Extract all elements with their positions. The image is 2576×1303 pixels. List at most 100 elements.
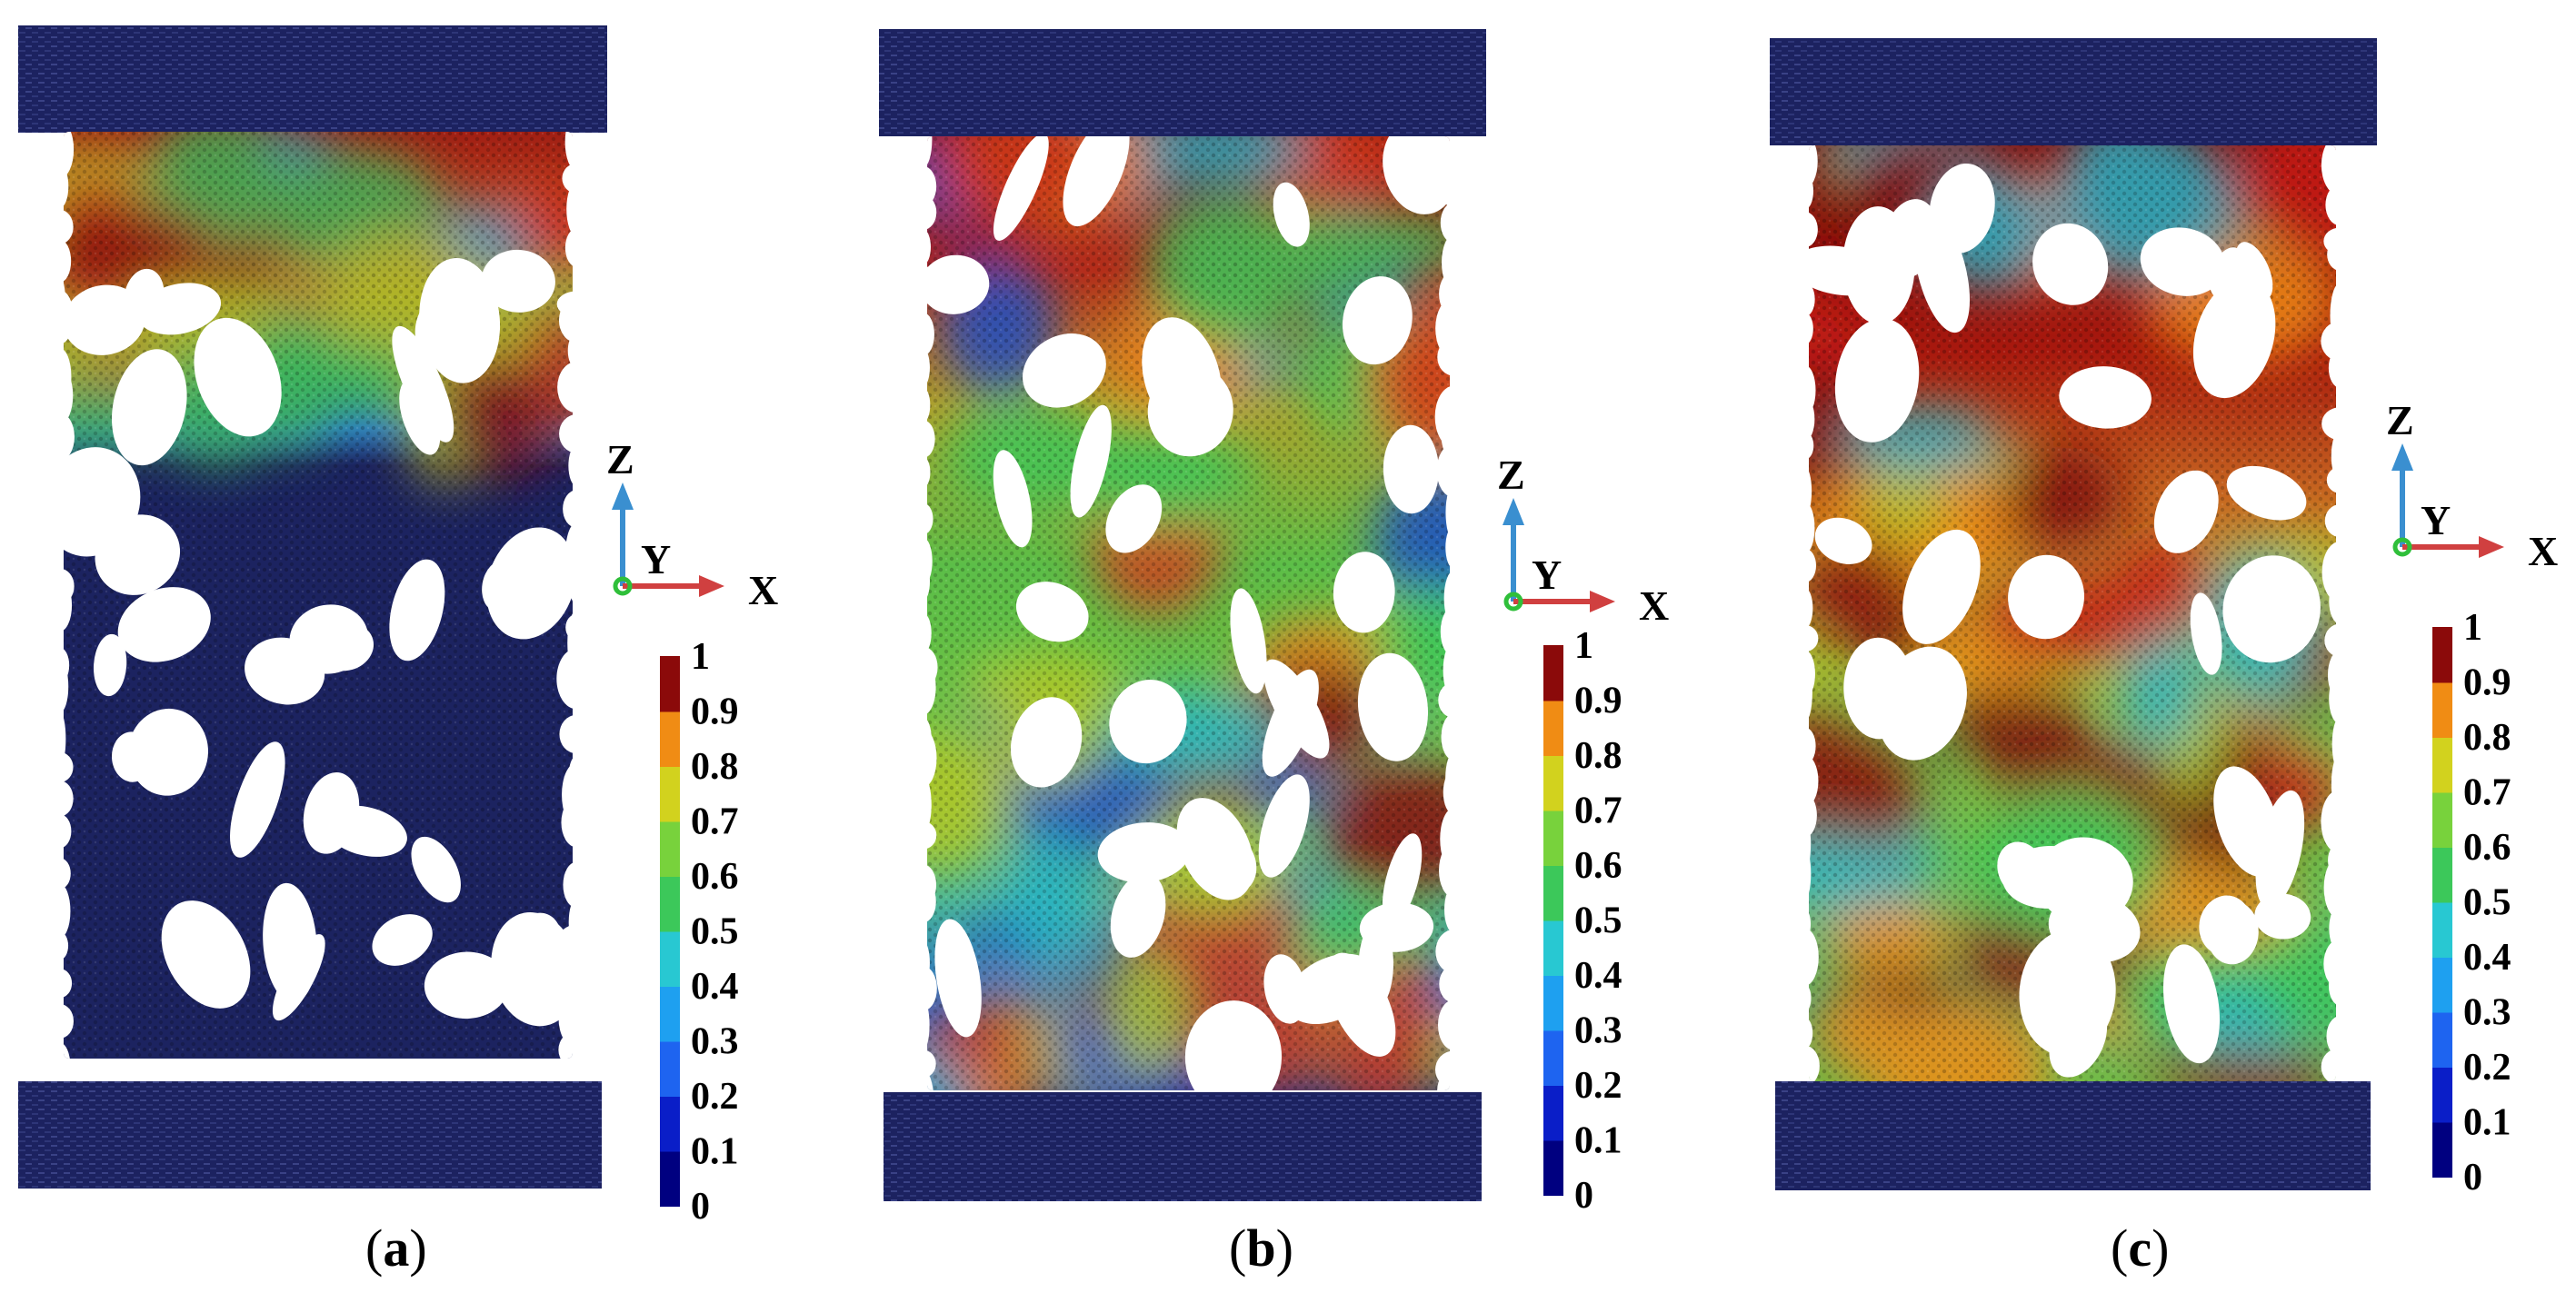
colorbar-seg-b-2 xyxy=(1543,1029,1563,1086)
colorbar-tick-b-9: 0.1 xyxy=(1574,1120,1622,1162)
specimen-c xyxy=(1809,145,2336,1081)
colorbar-seg-a-5 xyxy=(660,876,680,932)
panel-label-c-open: ( xyxy=(2111,1218,2129,1278)
colorbar-tick-c-10: 0 xyxy=(2463,1157,2482,1199)
panel-label-b-close: ) xyxy=(1275,1218,1293,1278)
panel-label-a-open: ( xyxy=(365,1218,384,1278)
colorbar-tick-b-6: 0.4 xyxy=(1574,955,1622,997)
top-plate-c xyxy=(1770,38,2377,145)
colorbar-tick-a-7: 0.3 xyxy=(691,1021,739,1063)
axis-label-y-c: Y xyxy=(2421,497,2451,543)
colorbar-tick-c-8: 0.2 xyxy=(2463,1047,2511,1089)
axis-triad-c: Z Y X xyxy=(2386,397,2558,574)
panel-label-c-close: ) xyxy=(2152,1218,2170,1278)
pores-c xyxy=(1809,163,2321,1078)
colorbar-a: 1 0.9 0.8 0.7 0.6 0.5 0.4 0.3 0.2 0.1 0 xyxy=(660,636,739,1228)
colorbar-seg-b-9 xyxy=(1543,645,1563,701)
axis-triad-a: Z Y X xyxy=(606,436,778,613)
colorbar-tick-c-5: 0.5 xyxy=(2463,882,2511,924)
colorbar-seg-b-5 xyxy=(1543,865,1563,921)
colorbar-seg-b-0 xyxy=(1543,1139,1563,1196)
colorbar-seg-c-0 xyxy=(2432,1121,2452,1178)
colorbar-seg-c-6 xyxy=(2432,791,2452,848)
colorbar-seg-a-3 xyxy=(660,986,680,1042)
panel-c: Z Y X 1 0.9 0.8 0.7 0.6 0.5 0.4 0.3 0.2 0.1 0 xyxy=(1770,38,2558,1199)
axis-label-y-a: Y xyxy=(641,536,671,582)
panel-label-c: (c) xyxy=(2111,1218,2169,1278)
colorbar-seg-c-7 xyxy=(2432,737,2452,793)
colorbar-tick-c-4: 0.6 xyxy=(2463,827,2511,869)
top-plate-b xyxy=(879,29,1486,136)
axis-label-z-a: Z xyxy=(606,436,634,482)
colorbar-seg-c-3 xyxy=(2432,957,2452,1013)
colorbar-seg-a-7 xyxy=(660,766,680,822)
colorbar-tick-b-2: 0.8 xyxy=(1574,735,1622,777)
panel-label-a: (a) xyxy=(365,1218,427,1278)
colorbar-tick-a-1: 0.9 xyxy=(691,691,739,733)
colorbar-seg-b-3 xyxy=(1543,975,1563,1031)
colorbar-tick-b-5: 0.5 xyxy=(1574,900,1622,942)
colorbar-tick-c-6: 0.4 xyxy=(2463,937,2511,979)
colorbar-tick-b-0: 1 xyxy=(1574,625,1593,667)
colorbar-seg-a-4 xyxy=(660,930,680,987)
colorbar-seg-a-2 xyxy=(660,1040,680,1097)
colorbar-tick-b-1: 0.9 xyxy=(1574,681,1622,722)
colorbar-seg-b-6 xyxy=(1543,810,1563,866)
colorbar-seg-a-0 xyxy=(660,1150,680,1207)
bottom-plate-b xyxy=(884,1092,1482,1201)
specimen-b xyxy=(927,136,1450,1090)
colorbar-tick-a-0: 1 xyxy=(691,636,710,678)
colorbar-seg-c-9 xyxy=(2432,627,2452,683)
bottom-plate-c xyxy=(1775,1081,2371,1190)
panel-label-b-open: ( xyxy=(1229,1218,1247,1278)
colorbar-seg-a-6 xyxy=(660,821,680,877)
colorbar-tick-a-8: 0.2 xyxy=(691,1076,739,1118)
colorbar-tick-b-3: 0.7 xyxy=(1574,791,1622,832)
panel-label-b-letter: b xyxy=(1246,1218,1276,1278)
colorbar-b: 1 0.9 0.8 0.7 0.6 0.5 0.4 0.3 0.2 0.1 0 xyxy=(1543,625,1622,1217)
colorbar-tick-a-10: 0 xyxy=(691,1186,710,1228)
colorbar-seg-a-1 xyxy=(660,1096,680,1152)
colorbar-seg-c-8 xyxy=(2432,681,2452,738)
colorbar-tick-b-7: 0.3 xyxy=(1574,1010,1622,1052)
colorbar-seg-b-1 xyxy=(1543,1085,1563,1141)
colorbar-tick-a-9: 0.1 xyxy=(691,1131,739,1173)
colorbar-seg-c-1 xyxy=(2432,1067,2452,1123)
panel-a: Z Y X1 0.9 0.8 0.7 0.6 0.5 0.4 0.3 0.2 0.1 0 xyxy=(18,25,778,1228)
axis-label-z-c: Z xyxy=(2386,397,2414,443)
colorbar-seg-b-4 xyxy=(1543,920,1563,976)
panel-label-b: (b) xyxy=(1229,1218,1293,1278)
colorbar-seg-b-8 xyxy=(1543,700,1563,756)
top-plate-a xyxy=(18,25,607,133)
colorbar-seg-c-5 xyxy=(2432,847,2452,903)
colorbar-c: 1 0.9 0.8 0.7 0.6 0.5 0.4 0.3 0.2 0.1 0 xyxy=(2432,607,2511,1199)
colorbar-seg-b-7 xyxy=(1543,755,1563,811)
bottom-plate-a xyxy=(18,1081,602,1189)
pores-b xyxy=(927,136,1450,1090)
colorbar-tick-a-3: 0.7 xyxy=(691,801,739,843)
axis-label-x-a: X xyxy=(748,567,778,613)
colorbar-seg-a-8 xyxy=(660,711,680,767)
panel-b: Z Y X 1 0.9 0.8 0.7 0.6 0.5 0.4 0.3 0.2 0.1 0 xyxy=(879,29,1669,1217)
colorbar-tick-a-6: 0.4 xyxy=(691,966,739,1008)
colorbar-tick-c-0: 1 xyxy=(2463,607,2482,649)
axis-triad-b: Z Y X xyxy=(1497,452,1669,629)
axis-label-x-b: X xyxy=(1639,582,1669,629)
panel-label-a-letter: a xyxy=(383,1218,410,1278)
colorbar-tick-c-2: 0.8 xyxy=(2463,717,2511,759)
colorbar-tick-b-8: 0.2 xyxy=(1574,1065,1622,1107)
panel-label-c-letter: c xyxy=(2128,1218,2152,1278)
axis-label-y-b: Y xyxy=(1532,552,1562,598)
colorbar-seg-c-2 xyxy=(2432,1011,2452,1068)
panels-group: ZYX10.90.80.70.60.50.40.30.20.10ZYX10.90… xyxy=(18,25,2558,1228)
colorbar-tick-c-7: 0.3 xyxy=(2463,992,2511,1034)
axis-label-z-b: Z xyxy=(1497,452,1525,498)
colorbar-tick-b-10: 0 xyxy=(1574,1175,1593,1217)
colorbar-seg-c-4 xyxy=(2432,901,2452,958)
colorbar-tick-c-9: 0.1 xyxy=(2463,1102,2511,1144)
colorbar-tick-c-3: 0.7 xyxy=(2463,772,2511,814)
colorbar-tick-a-2: 0.8 xyxy=(691,746,739,788)
axis-label-x-c: X xyxy=(2528,528,2558,574)
specimen-a xyxy=(64,132,573,1059)
